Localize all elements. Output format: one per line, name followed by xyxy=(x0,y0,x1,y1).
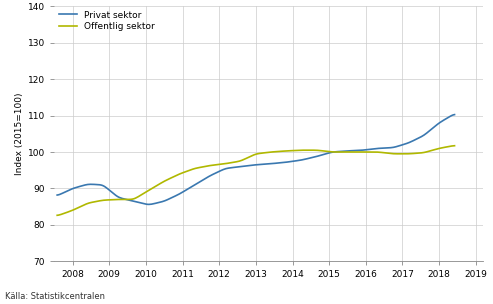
Privat sektor xyxy=(416,136,422,140)
Line: Offentlig sektor: Offentlig sektor xyxy=(57,146,455,215)
Offentlig sektor xyxy=(291,149,297,152)
Privat sektor xyxy=(390,146,396,149)
Y-axis label: Index (2015=100): Index (2015=100) xyxy=(15,92,24,175)
Privat sektor xyxy=(292,159,298,163)
Privat sektor xyxy=(299,158,305,162)
Line: Privat sektor: Privat sektor xyxy=(57,115,455,204)
Offentlig sektor xyxy=(289,149,295,152)
Text: Källa: Statistikcentralen: Källa: Statistikcentralen xyxy=(5,292,105,301)
Privat sektor xyxy=(452,113,458,116)
Offentlig sektor xyxy=(56,213,62,217)
Privat sektor xyxy=(56,193,62,197)
Privat sektor xyxy=(54,193,60,197)
Legend: Privat sektor, Offentlig sektor: Privat sektor, Offentlig sektor xyxy=(57,9,157,33)
Offentlig sektor xyxy=(389,152,395,155)
Offentlig sektor xyxy=(415,151,421,155)
Privat sektor xyxy=(291,159,297,163)
Offentlig sektor xyxy=(297,148,303,152)
Offentlig sektor xyxy=(54,213,60,217)
Offentlig sektor xyxy=(452,144,458,147)
Privat sektor xyxy=(146,202,152,206)
